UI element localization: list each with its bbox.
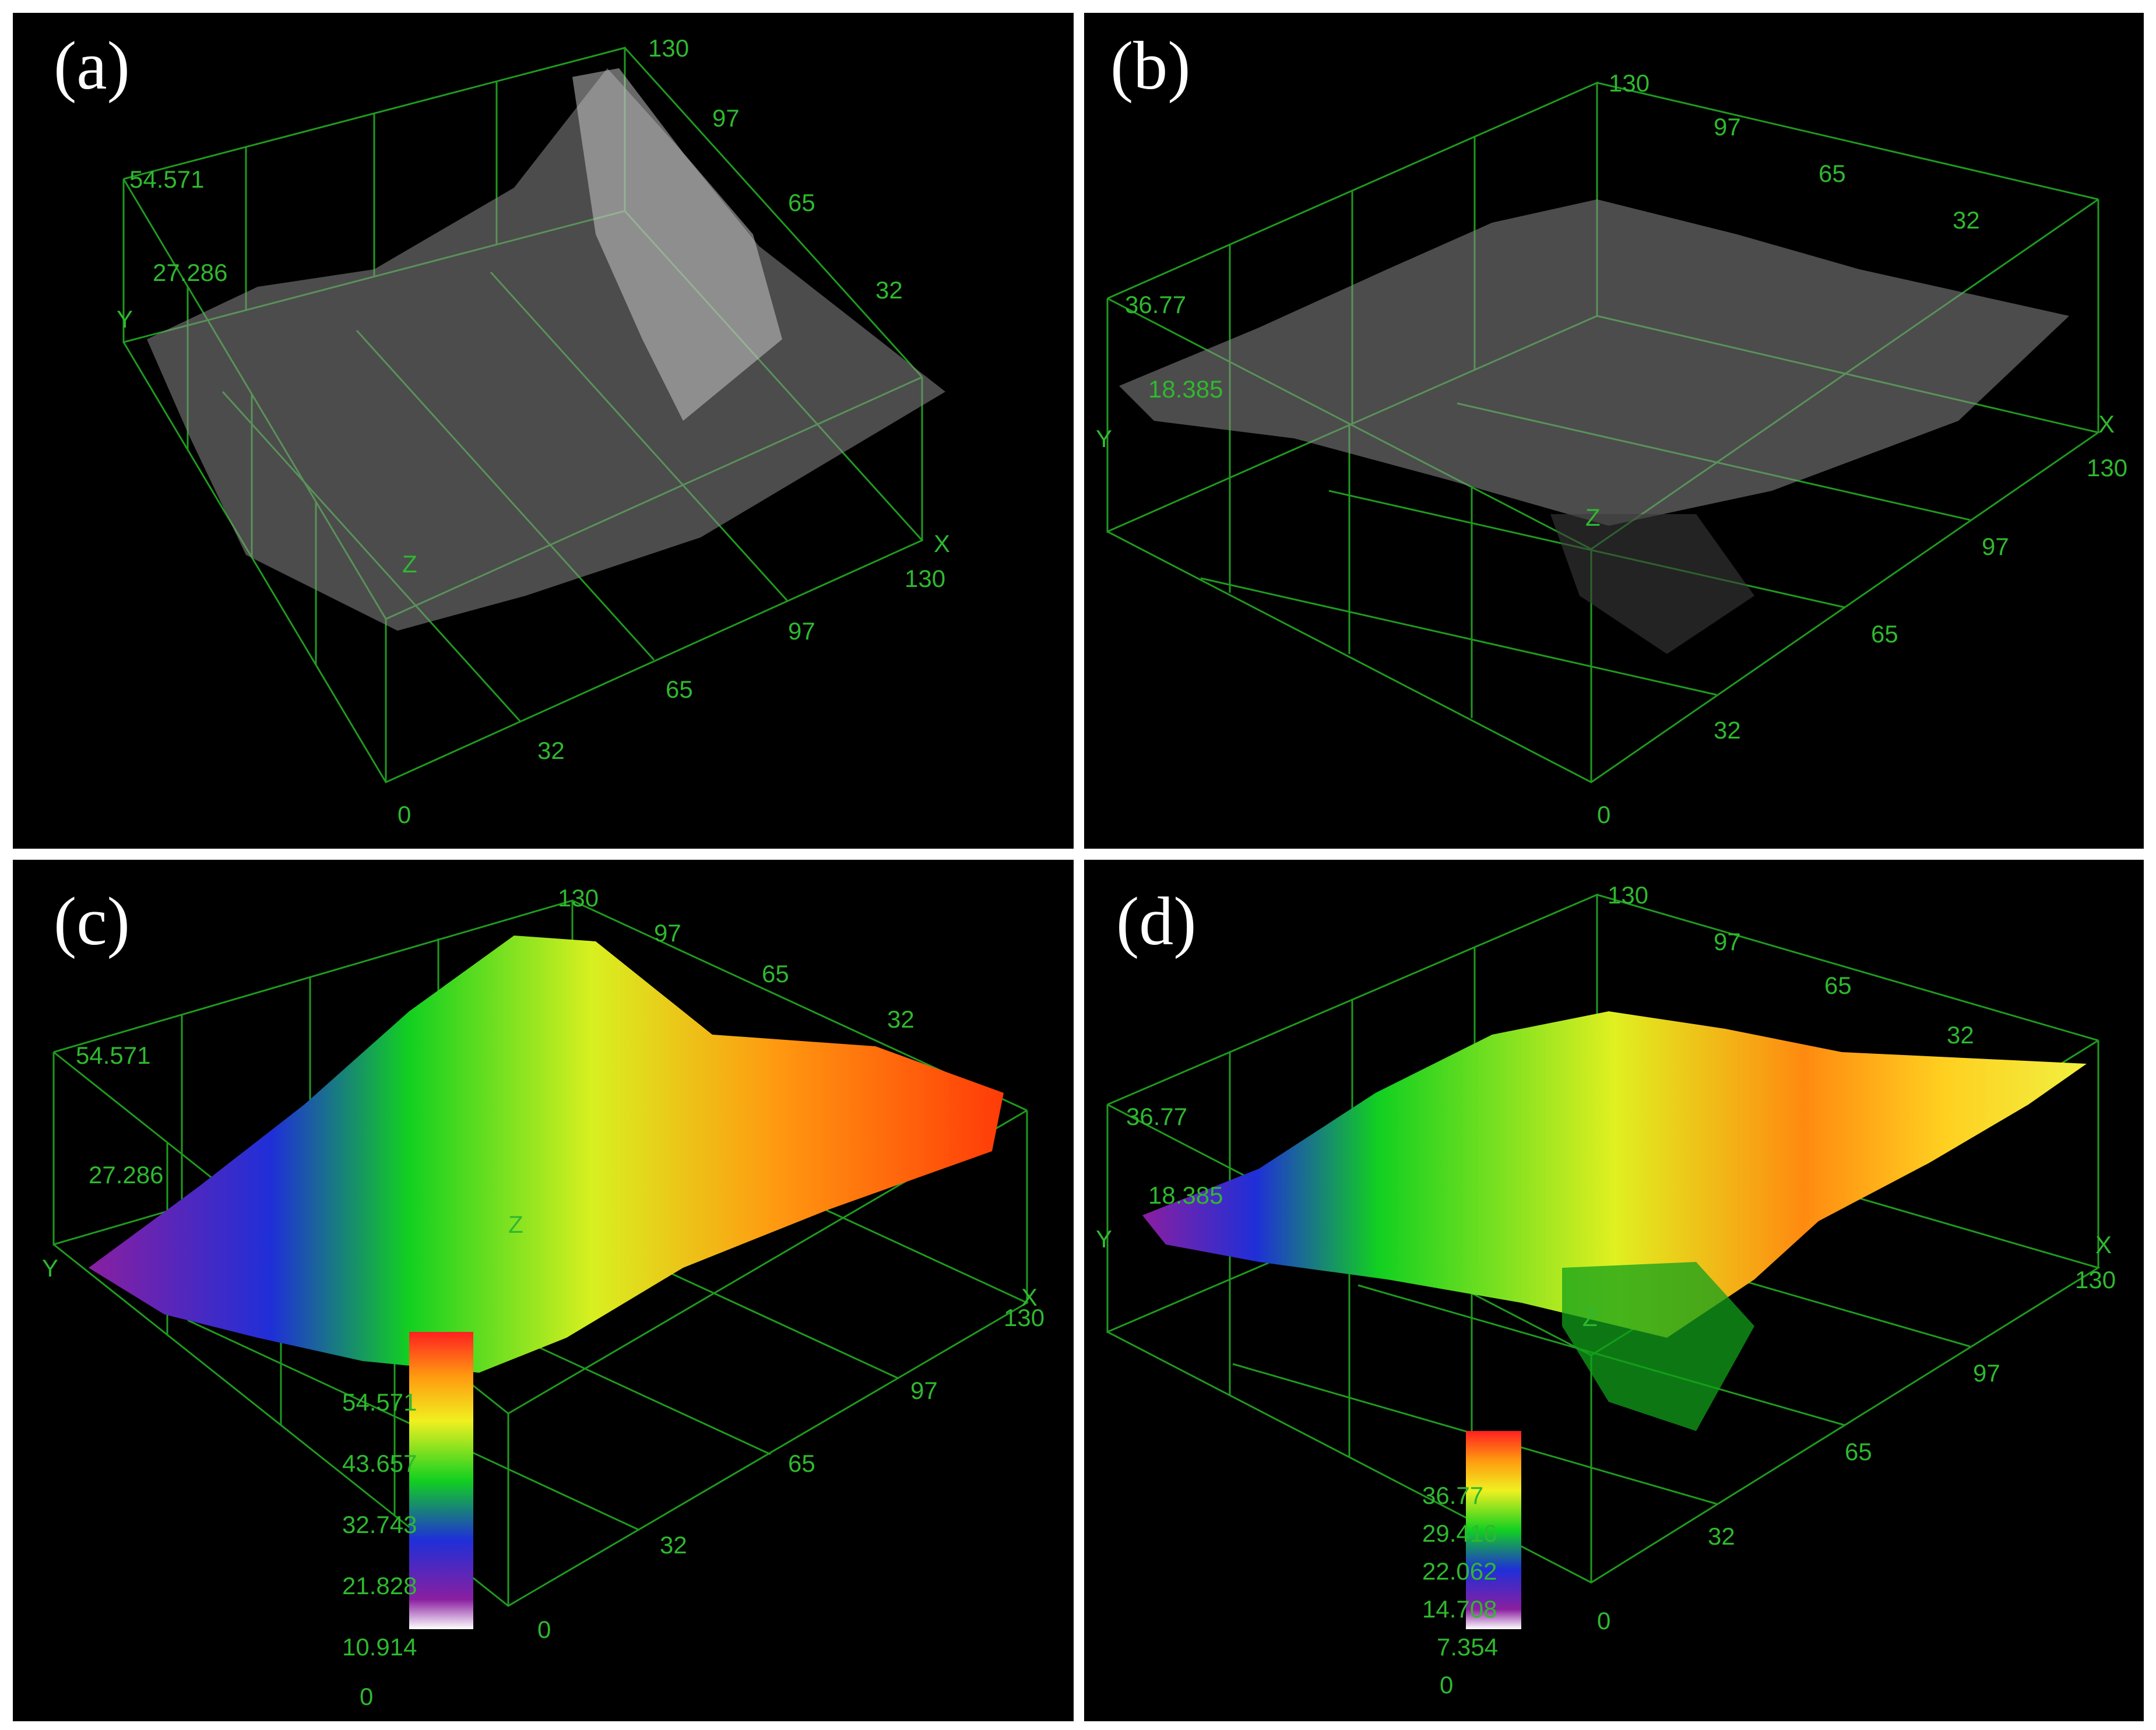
y-tick-65: 65	[1824, 972, 1852, 999]
y-tick-130: 130	[1609, 69, 1649, 97]
colorbar	[1466, 1431, 1521, 1629]
panel-d-plot: (d) 36.77 18.385 130 97 65 32 0 32 65 97…	[1096, 881, 2116, 1699]
y-tick-32: 32	[887, 1005, 915, 1033]
z-axis-label: Z	[1585, 504, 1601, 531]
panel-label: (b)	[1110, 27, 1191, 104]
colorbar-tick-1: 29.416	[1422, 1520, 1497, 1547]
x-tick-32: 32	[1708, 1522, 1735, 1550]
y-tick-130: 130	[558, 884, 599, 912]
colorbar-tick-5: 0	[1440, 1671, 1453, 1699]
x-tick-32: 32	[660, 1531, 687, 1559]
panel-c: (c) 54.571 27.286 130 97 65 32 0 32 65 9…	[13, 860, 1074, 1721]
y-tick-32: 32	[875, 276, 903, 304]
x-tick-32: 32	[537, 737, 565, 764]
y-tick-65: 65	[1819, 160, 1846, 187]
colorbar-tick-0: 54.571	[342, 1388, 417, 1416]
x-tick-65: 65	[1845, 1438, 1872, 1465]
panel-c-plot: (c) 54.571 27.286 130 97 65 32 0 32 65 9…	[42, 883, 1044, 1710]
colorbar-tick-2: 32.743	[342, 1511, 417, 1538]
y-tick-65: 65	[788, 189, 815, 216]
x-tick-97: 97	[788, 617, 815, 645]
x-axis-label: X	[1021, 1284, 1037, 1311]
x-tick-97: 97	[1973, 1359, 2000, 1387]
x-axis-label: X	[934, 530, 950, 557]
y-tick-65: 65	[762, 960, 789, 987]
y-axis-label: Y	[1096, 425, 1112, 452]
x-tick-65: 65	[788, 1450, 815, 1477]
surface-color	[89, 936, 1004, 1373]
y-tick-32: 32	[1947, 1021, 1974, 1049]
z-tick-mid: 18.385	[1148, 1182, 1223, 1209]
panel-label: (a)	[54, 27, 130, 104]
x-tick-0: 0	[1597, 1607, 1610, 1634]
surface-grayscale	[1119, 199, 2069, 526]
z-tick-top: 54.571	[76, 1042, 150, 1069]
surface-shadow	[1550, 514, 1754, 654]
y-tick-130: 130	[1608, 881, 1648, 909]
y-tick-130: 130	[648, 34, 689, 62]
x-axis-label: X	[2095, 1231, 2112, 1258]
panel-d: (d) 36.77 18.385 130 97 65 32 0 32 65 97…	[1084, 860, 2144, 1721]
z-tick-top: 36.77	[1126, 1103, 1187, 1130]
panel-b: (b) 36.77 18.385 130 97 65 32 0 32 65 97…	[1084, 13, 2144, 849]
x-axis-label: X	[2098, 410, 2115, 438]
x-tick-0: 0	[1597, 801, 1610, 828]
colorbar-tick-1: 43.657	[342, 1450, 417, 1477]
z-tick-top: 36.77	[1125, 291, 1186, 318]
y-axis-label: Y	[117, 305, 133, 333]
panel-a-plot: (a) 54.571 27.286 130 97 65 32 0 32 65 9…	[54, 27, 950, 828]
x-tick-65: 65	[666, 676, 693, 703]
z-tick-mid: 18.385	[1148, 375, 1223, 403]
x-tick-97: 97	[910, 1377, 938, 1404]
y-axis-label: Y	[1096, 1225, 1112, 1253]
colorbar-tick-4: 10.914	[342, 1633, 417, 1661]
x-tick-130: 130	[1004, 1304, 1044, 1331]
z-tick-top: 54.571	[129, 166, 204, 193]
z-axis-label: Z	[1582, 1304, 1598, 1331]
z-axis-label: Z	[508, 1211, 523, 1238]
surface-highlight	[572, 68, 782, 421]
x-tick-0: 0	[398, 801, 411, 828]
surface-crater	[1562, 1262, 1754, 1431]
x-tick-130: 130	[2087, 454, 2127, 481]
y-tick-97: 97	[1714, 113, 1741, 140]
x-tick-0: 0	[537, 1616, 551, 1643]
colorbar-tick-3: 21.828	[342, 1572, 417, 1599]
panel-a: (a) 54.571 27.286 130 97 65 32 0 32 65 9…	[13, 13, 1074, 849]
colorbar	[409, 1332, 473, 1629]
panel-b-plot: (b) 36.77 18.385 130 97 65 32 0 32 65 97…	[1096, 27, 2127, 828]
y-tick-97: 97	[1714, 928, 1741, 955]
z-tick-mid: 27.286	[153, 259, 227, 286]
colorbar-tick-2: 22.062	[1422, 1557, 1497, 1585]
x-tick-97: 97	[1982, 533, 2009, 560]
x-tick-65: 65	[1871, 620, 1898, 648]
colorbar-tick-4: 7.354	[1437, 1633, 1498, 1661]
y-tick-97: 97	[712, 104, 740, 132]
surface-grayscale	[147, 68, 945, 631]
y-tick-97: 97	[654, 919, 681, 947]
panel-label: (d)	[1116, 883, 1197, 959]
panel-label: (c)	[54, 883, 130, 959]
x-tick-32: 32	[1714, 716, 1741, 744]
surface-color	[1142, 1011, 2087, 1338]
colorbar-tick-3: 14.708	[1422, 1595, 1497, 1623]
colorbar-tick-0: 36.77	[1422, 1482, 1483, 1509]
y-tick-32: 32	[1953, 206, 1980, 234]
y-axis-label: Y	[42, 1254, 58, 1282]
z-tick-mid: 27.286	[89, 1161, 163, 1189]
x-tick-130: 130	[905, 565, 945, 592]
x-tick-130: 130	[2075, 1266, 2116, 1293]
z-axis-label: Z	[402, 550, 417, 578]
colorbar-tick-5: 0	[360, 1683, 373, 1710]
